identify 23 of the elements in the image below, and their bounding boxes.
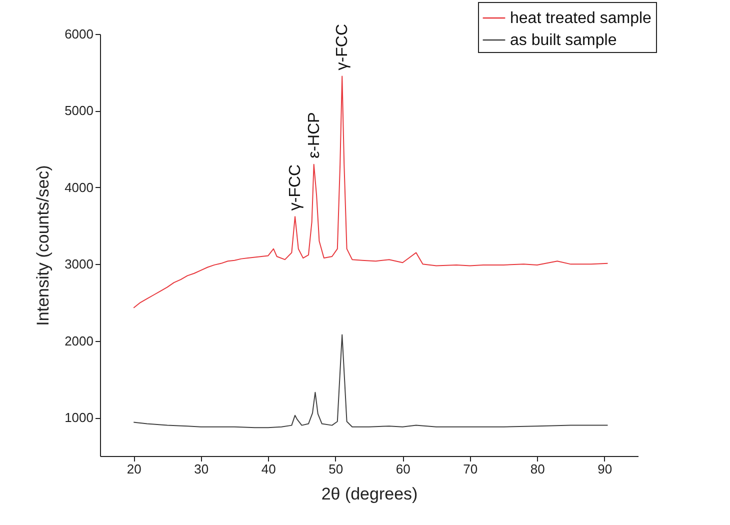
y-tick-label: 2000 [64,333,94,348]
x-tick-label: 60 [396,462,410,476]
y-tick-label: 3000 [64,256,94,272]
line-series [133,76,608,308]
legend-label: as built sample [510,32,617,49]
x-tick-label: 30 [194,462,209,476]
annotation: γ-FCC [334,24,352,70]
x-tick-label: 70 [463,462,478,476]
x-tick-label: 20 [126,462,142,476]
y-axis-title: Intensity (counts/sec) [34,165,53,326]
legend-label: heat treated sample [510,10,652,27]
x-tick-label: 80 [530,462,545,476]
line-series [133,334,608,428]
x-tick-label: 50 [328,462,344,476]
y-tick-label: 1000 [64,410,94,426]
x-axis-title: 2θ (degrees) [321,484,418,504]
y-tick-label: 6000 [64,26,94,42]
y-tick-label: 4000 [64,180,94,195]
annotation: ε-HCP [306,112,323,158]
annotation: γ-FCC [287,164,304,211]
y-tick-label: 5000 [64,103,94,118]
x-tick-label: 90 [598,462,612,476]
x-tick-label: 40 [261,462,276,476]
